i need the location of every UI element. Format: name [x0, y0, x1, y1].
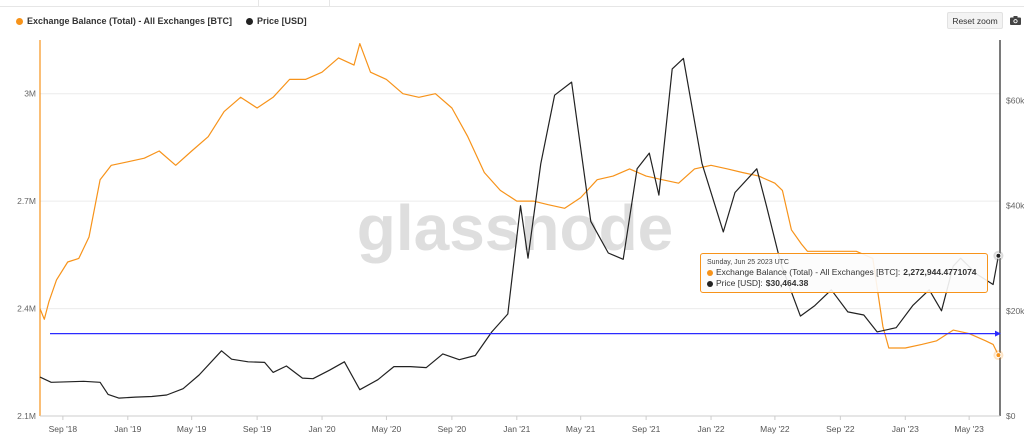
hover-point-price: [995, 252, 1002, 259]
x-tick-label: Jan '23: [892, 424, 919, 434]
x-tick-label: May '19: [177, 424, 207, 434]
x-tick-label: Sep '22: [826, 424, 855, 434]
hover-tooltip: Sunday, Jun 25 2023 UTC Exchange Balance…: [700, 253, 988, 293]
x-tick-label: Sep '21: [632, 424, 661, 434]
tooltip-series2-label: Price [USD]:: [716, 278, 763, 288]
x-tick-label: Sep '20: [438, 424, 467, 434]
camera-icon[interactable]: [1009, 13, 1021, 27]
left-tick-label: 2.1M: [17, 411, 36, 421]
orange-dot-icon: [16, 17, 23, 25]
right-tick-label: $40k: [1006, 201, 1024, 211]
x-tick-label: Jan '21: [503, 424, 530, 434]
x-tick-label: May '22: [760, 424, 790, 434]
tooltip-series1-value: 2,272,944.4771074: [903, 267, 977, 277]
series-line-exchange-balance: [39, 42, 999, 356]
tooltip-series2-value: $30,464.38: [765, 278, 809, 288]
legend-label-price: Price [USD]: [257, 16, 307, 26]
x-tick-label: May '21: [566, 424, 596, 434]
left-tick-label: 2.4M: [17, 304, 36, 314]
top-tab-strip: [0, 0, 1024, 7]
orange-dot-icon: [707, 269, 713, 276]
black-dot-icon: [246, 17, 254, 25]
right-tick-label: $60k: [1006, 95, 1024, 105]
x-tick-label: Jan '20: [308, 424, 335, 434]
x-tick-label: May '20: [372, 424, 402, 434]
tooltip-date: Sunday, Jun 25 2023 UTC: [707, 259, 789, 266]
tooltip-row-price: Price [USD]: $30,464.38: [707, 278, 981, 289]
tooltip-row-exchange-balance: Exchange Balance (Total) - All Exchanges…: [707, 267, 981, 278]
x-tick-label: Sep '19: [243, 424, 272, 434]
x-tick-label: Jan '19: [114, 424, 141, 434]
tooltip-series1-label: Exchange Balance (Total) - All Exchanges…: [716, 267, 901, 277]
reset-zoom-button[interactable]: Reset zoom: [947, 12, 1003, 29]
x-tick-label: Jan '22: [697, 424, 724, 434]
left-tick-label: 2.7M: [17, 196, 36, 206]
right-tick-label: $0: [1006, 411, 1016, 421]
legend-item-price[interactable]: Price [USD]: [246, 16, 307, 26]
legend-item-exchange-balance[interactable]: Exchange Balance (Total) - All Exchanges…: [16, 16, 232, 26]
chart-legend: Exchange Balance (Total) - All Exchanges…: [16, 13, 307, 29]
reference-arrow-icon: [995, 330, 1001, 337]
hover-point-exchange-balance: [995, 352, 1002, 359]
series-layer: [39, 42, 1001, 399]
x-tick-label: May '23: [954, 424, 984, 434]
active-tab-marker[interactable]: [258, 0, 330, 6]
left-tick-label: 3M: [24, 89, 36, 99]
right-tick-label: $20k: [1006, 306, 1024, 316]
x-tick-label: Sep '18: [49, 424, 78, 434]
series-line-price: [39, 57, 999, 399]
hover-markers: [993, 250, 1004, 361]
legend-label-exchange-balance: Exchange Balance (Total) - All Exchanges…: [27, 16, 233, 26]
black-dot-icon: [707, 280, 713, 287]
